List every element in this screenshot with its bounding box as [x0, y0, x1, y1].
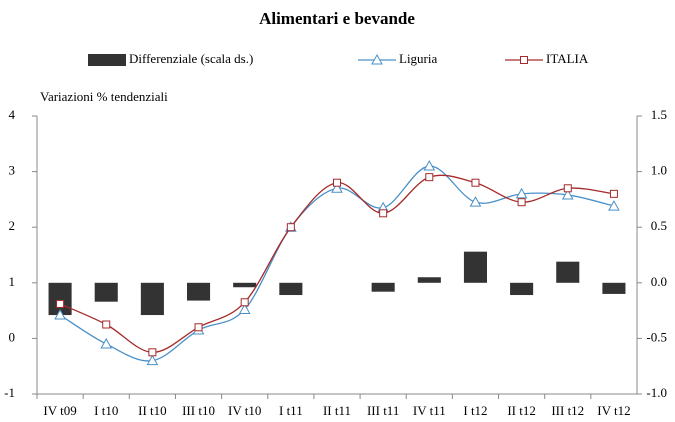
marker	[240, 298, 249, 307]
bar	[233, 282, 257, 288]
x-tick-label: I t11	[279, 403, 303, 418]
y-tick-label: 1	[9, 274, 16, 289]
y-tick-label: -1	[4, 385, 15, 400]
marker	[515, 187, 528, 199]
marker	[331, 182, 343, 193]
annotation: Variazioni % tendenziali	[40, 89, 168, 104]
marker	[609, 189, 618, 198]
marker	[469, 196, 482, 207]
y2-tick-label: 1.5	[651, 107, 667, 122]
y-tick-label: 4	[9, 107, 16, 122]
x-tick-label: III t10	[182, 403, 215, 418]
legend-label: Differenziale (scala ds.)	[129, 51, 253, 66]
marker	[238, 303, 251, 314]
y-tick-label: 2	[9, 218, 16, 233]
bar	[510, 282, 534, 296]
y-tick-label: 3	[9, 163, 16, 178]
marker	[425, 173, 434, 182]
marker	[517, 198, 526, 207]
x-tick-label: II t10	[138, 403, 167, 418]
bar	[94, 282, 118, 302]
x-tick-label: I t12	[463, 403, 487, 418]
marker	[286, 223, 295, 232]
bar	[187, 282, 211, 301]
marker	[333, 178, 341, 187]
marker	[102, 320, 111, 329]
marker	[423, 160, 436, 171]
bar	[371, 282, 395, 292]
bar	[463, 251, 487, 283]
marker	[146, 354, 159, 366]
bar	[279, 282, 303, 296]
marker	[608, 200, 620, 211]
x-tick-label: IV t10	[228, 403, 261, 418]
marker	[561, 188, 574, 200]
y2-tick-label: 1.0	[651, 163, 667, 178]
x-tick-label: III t12	[551, 403, 584, 418]
marker	[520, 56, 528, 64]
marker	[54, 309, 66, 320]
bar	[556, 261, 580, 283]
marker	[563, 184, 572, 193]
x-tick-label: III t11	[367, 403, 399, 418]
y2-tick-label: -1.0	[646, 385, 667, 400]
y2-tick-label: 0.5	[651, 218, 667, 233]
x-tick-label: II t11	[323, 403, 351, 418]
legend-label: Liguria	[399, 51, 437, 66]
marker	[194, 323, 203, 332]
bar	[602, 282, 626, 294]
marker	[379, 209, 388, 218]
marker	[56, 299, 65, 308]
bar	[417, 277, 441, 283]
x-tick-label: IV t09	[43, 403, 76, 418]
marker	[371, 53, 383, 65]
chart-title: Alimentari e bevande	[259, 9, 415, 28]
y2-tick-label: -0.5	[646, 329, 667, 344]
marker	[100, 337, 113, 349]
legend-label: ITALIA	[546, 51, 589, 66]
legend-swatch	[88, 54, 126, 66]
line	[59, 165, 615, 362]
y-tick-label: 0	[9, 329, 16, 344]
x-tick-label: II t12	[507, 403, 536, 418]
y2-tick-label: 0.0	[651, 274, 667, 289]
x-tick-label: IV t12	[597, 403, 630, 418]
bar	[140, 282, 164, 316]
x-tick-label: IV t11	[413, 403, 446, 418]
line	[59, 174, 615, 353]
x-tick-label: I t10	[94, 403, 118, 418]
marker	[148, 348, 157, 357]
marker	[471, 178, 480, 187]
